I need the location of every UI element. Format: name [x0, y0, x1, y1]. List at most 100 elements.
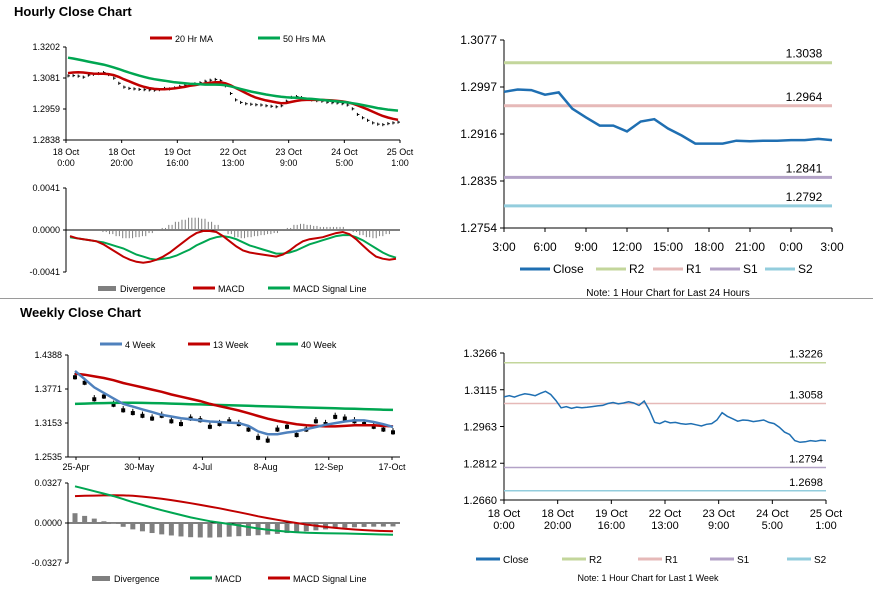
- weekly-ohlc-body: [111, 402, 116, 407]
- weekly-divergence-bar: [236, 523, 242, 537]
- hourly-price-ytick-label: 1.3081: [32, 73, 60, 83]
- weekly-price-xtick-label: 4-Jul: [193, 462, 213, 472]
- hourly-24h-xtick-label: 0:00: [779, 240, 803, 254]
- weekly-ohlc-body: [130, 411, 135, 416]
- hourly-24h-note: Note: 1 Hour Chart for Last 24 Hours: [586, 288, 749, 299]
- hourly-price-ytick-label: 1.3202: [32, 42, 60, 52]
- weekly-price-xtick-label: 30-May: [124, 462, 155, 472]
- weekly-divergence-bar: [361, 523, 367, 527]
- legend-13-week-label: 13 Week: [213, 340, 249, 350]
- weekly-ohlc-body: [121, 408, 126, 413]
- weekly-ohlc-body: [391, 430, 395, 435]
- weekly-ohlc-body: [150, 416, 155, 421]
- weekly-ohlc-body: [265, 438, 270, 443]
- weekly-divergence-bar: [380, 523, 386, 527]
- weekly-ohlc-body: [217, 422, 222, 427]
- hourly-24h-xtick-label: 18:00: [694, 240, 724, 254]
- legend-4-week-label: 4 Week: [125, 340, 156, 350]
- legend-hourly-divergence-swatch: [98, 286, 116, 291]
- weekly-macd-signal-line: [74, 494, 394, 533]
- weekly-divergence-bar: [197, 523, 203, 538]
- hourly-24h-xtick-label: 3:00: [492, 240, 516, 254]
- weekly-1w-ytick-label: 1.3266: [463, 348, 497, 360]
- weekly-1w-legend-s1-label: S1: [737, 555, 750, 566]
- weekly-price-xtick-label: 17-Oct: [378, 462, 406, 472]
- weekly-ohlc-body: [313, 419, 318, 424]
- weekly-divergence-bar: [245, 523, 251, 536]
- hourly-macd-signal-line: [69, 234, 397, 261]
- weekly-divergence-bar: [91, 518, 97, 523]
- weekly-1w-ytick-label: 1.2963: [463, 422, 497, 434]
- legend-hourly-divergence-label: Divergence: [120, 284, 166, 294]
- weekly-ohlc-body: [275, 427, 280, 432]
- weekly-divergence-bar: [351, 523, 357, 528]
- weekly-1w-close-line: [503, 390, 827, 444]
- legend-40-week-label: 40 Week: [301, 340, 337, 350]
- weekly-ohlc-body: [73, 375, 77, 380]
- weekly-ohlc-body: [294, 433, 299, 438]
- weekly-1w-ytick-label: 1.2660: [463, 495, 497, 507]
- weekly-macd-ytick-label: 0.0000: [34, 518, 62, 528]
- hourly-price-xtick-label: 25 Oct 1:00: [387, 147, 414, 168]
- weekly-divergence-bar: [111, 523, 117, 524]
- weekly-1w-s1-level-label: 1.2794: [789, 453, 823, 465]
- weekly-ohlc-body: [92, 397, 97, 402]
- hourly-price-xtick-label: 18 Oct 0:00: [53, 147, 80, 168]
- weekly-divergence-bar: [120, 523, 126, 527]
- hourly-price-xtick-label: 19 Oct 16:00: [164, 147, 191, 168]
- weekly-1w-xtick-label: 23 Oct 9:00: [702, 508, 734, 532]
- weekly-macd-line: [74, 485, 394, 536]
- hourly-price-xtick-label: 18 Oct 20:00: [108, 147, 135, 168]
- weekly-1w-xtick-label: 24 Oct 5:00: [756, 508, 788, 532]
- weekly-price-xtick-label: 8-Aug: [254, 462, 278, 472]
- hourly-section-title: Hourly Close Chart: [14, 4, 132, 19]
- hourly-price-ytick-label: 1.2838: [32, 135, 60, 145]
- legend-weekly-divergence-swatch: [92, 576, 110, 581]
- weekly-ohlc-body: [381, 427, 386, 432]
- weekly-divergence-bar: [371, 523, 377, 527]
- hourly-price-ytick-label: 1.2959: [32, 104, 60, 114]
- weekly-divergence-bar: [159, 523, 165, 535]
- hourly-24h-xtick-label: 21:00: [735, 240, 765, 254]
- legend-hourly-signal-label: MACD Signal Line: [293, 284, 367, 294]
- hourly-24h-xtick-label: 3:00: [820, 240, 844, 254]
- hourly-50hr-ma-line: [67, 56, 399, 112]
- hourly-24h-s2-level-label: 1.2792: [786, 190, 823, 204]
- hourly-24h-r2-level-label: 1.3038: [786, 47, 823, 61]
- legend-20hr-ma-label: 20 Hr MA: [175, 34, 213, 44]
- hourly-24h-close-line: [503, 88, 833, 145]
- weekly-divergence-bar: [217, 523, 223, 538]
- weekly-macd-ytick-label: 0.0327: [34, 478, 62, 488]
- hourly-24h-xtick-label: 9:00: [574, 240, 598, 254]
- weekly-ohlc-body: [342, 416, 347, 421]
- weekly-1w-xtick-label: 22 Oct 13:00: [649, 508, 681, 532]
- hourly-24h-legend-r2-label: R2: [629, 262, 645, 276]
- weekly-divergence-bar: [168, 523, 174, 536]
- hourly-24h-legend-r1-label: R1: [686, 262, 702, 276]
- weekly-1w-r1-level-label: 1.3058: [789, 389, 823, 401]
- hourly-24h-s1-level-label: 1.2841: [786, 161, 823, 175]
- weekly-price-xtick-label: 12-Sep: [314, 462, 343, 472]
- weekly-divergence-bar: [101, 521, 107, 523]
- weekly-divergence-bar: [342, 523, 348, 528]
- weekly-section-title: Weekly Close Chart: [20, 305, 142, 320]
- weekly-1w-legend-r2-label: R2: [589, 555, 602, 566]
- weekly-divergence-bar: [82, 515, 88, 523]
- hourly-24h-ytick-label: 1.3077: [460, 33, 497, 47]
- weekly-divergence-bar: [149, 523, 155, 534]
- weekly-1w-xtick-label: 18 Oct 20:00: [541, 508, 573, 532]
- legend-weekly-signal-label: MACD Signal Line: [293, 574, 367, 584]
- section-divider: [0, 298, 873, 299]
- hourly-macd-ytick-label: 0.0000: [32, 225, 60, 235]
- weekly-1w-xtick-label: 19 Oct 16:00: [595, 508, 627, 532]
- hourly-24h-legend-close-label: Close: [553, 262, 584, 276]
- hourly-macd-ytick-label: 0.0041: [32, 183, 60, 193]
- weekly-divergence-bar: [303, 523, 309, 532]
- weekly-divergence-bar: [130, 523, 136, 530]
- weekly-price-xtick-label: 25-Apr: [62, 462, 89, 472]
- weekly-price-ytick-label: 1.4388: [34, 350, 62, 360]
- weekly-ohlc-body: [207, 424, 212, 429]
- hourly-macd-ytick-label: -0.0041: [29, 267, 60, 277]
- hourly-price-xtick-label: 22 Oct 13:00: [220, 147, 247, 168]
- hourly-24h-r1-level-label: 1.2964: [786, 90, 823, 104]
